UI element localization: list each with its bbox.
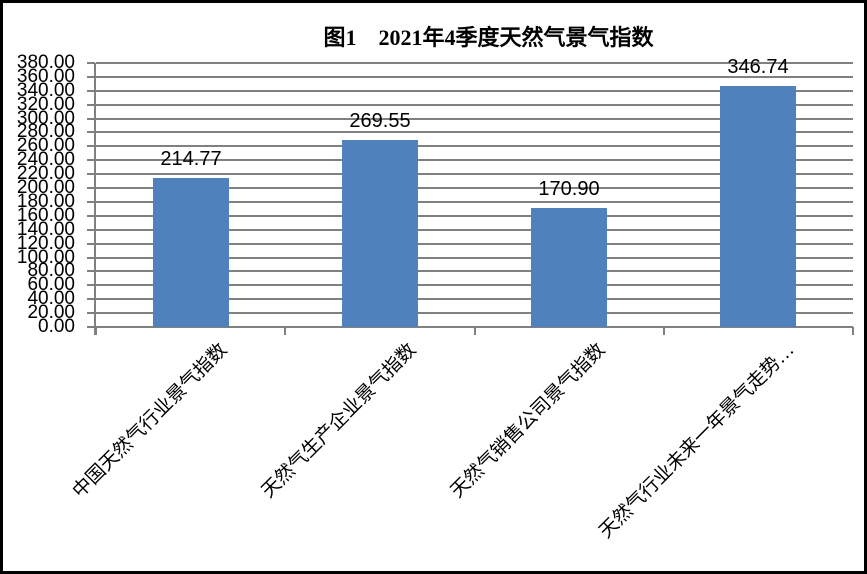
y-axis-tick <box>87 312 95 314</box>
y-axis-label: 200.00 <box>16 177 75 198</box>
y-axis-tick <box>87 229 95 231</box>
x-axis-tick <box>474 327 476 335</box>
bar <box>720 86 796 327</box>
y-axis-label: 260.00 <box>16 135 75 156</box>
y-axis-label: 220.00 <box>16 163 75 184</box>
y-axis-label: 380.00 <box>16 52 75 73</box>
x-axis-label: 天然气销售公司景气指数 <box>446 339 610 503</box>
bar-value-label: 269.55 <box>349 110 411 132</box>
y-axis-tick <box>87 62 95 64</box>
gridline <box>96 270 853 272</box>
y-axis-label: 280.00 <box>16 121 75 142</box>
y-axis-label: 300.00 <box>16 108 75 129</box>
y-axis-label: 180.00 <box>16 191 75 212</box>
bar <box>531 208 607 327</box>
bar <box>342 140 418 327</box>
y-axis-label: 0.00 <box>38 316 75 337</box>
gridline <box>96 159 853 161</box>
gridline <box>96 215 853 217</box>
y-axis-tick <box>87 76 95 78</box>
y-axis-tick <box>87 298 95 300</box>
gridline <box>96 187 853 189</box>
x-axis-label: 中国天然气行业景气指数 <box>68 339 232 503</box>
y-axis-tick <box>87 145 95 147</box>
x-axis-tick <box>284 327 286 335</box>
y-axis-label: 320.00 <box>16 94 75 115</box>
x-axis-label: 天然气生产企业景气指数 <box>257 339 421 503</box>
gridline <box>96 257 853 259</box>
y-axis-tick <box>87 131 95 133</box>
gridline <box>96 104 853 106</box>
bar-value-label: 214.77 <box>160 148 222 170</box>
gridline <box>96 201 853 203</box>
y-axis-tick <box>87 104 95 106</box>
y-axis-tick <box>87 173 95 175</box>
y-axis-tick <box>87 257 95 259</box>
gridline <box>96 131 853 133</box>
y-axis-label: 100.00 <box>16 247 75 268</box>
x-axis-tick <box>663 327 665 335</box>
y-axis-label: 20.00 <box>27 302 75 323</box>
x-axis-tick <box>852 327 854 335</box>
gridline <box>96 145 853 147</box>
gridline <box>96 118 853 120</box>
y-axis-tick <box>87 159 95 161</box>
gridline <box>96 173 853 175</box>
y-axis-label: 60.00 <box>27 274 75 295</box>
y-axis-label: 40.00 <box>27 288 75 309</box>
gridline <box>96 229 853 231</box>
y-axis-tick <box>87 326 95 328</box>
y-axis-label: 240.00 <box>16 149 75 170</box>
y-axis-label: 120.00 <box>16 233 75 254</box>
gridline <box>96 76 853 78</box>
x-axis-tick <box>95 327 97 335</box>
y-axis-tick <box>87 90 95 92</box>
gridline <box>96 284 853 286</box>
y-axis-label: 140.00 <box>16 219 75 240</box>
bar <box>153 178 229 327</box>
y-axis-label: 80.00 <box>27 260 75 281</box>
y-axis-label: 340.00 <box>16 80 75 101</box>
gridline <box>96 62 853 64</box>
y-axis-tick <box>87 187 95 189</box>
chart-title: 图1 2021年4季度天然气景气指数 <box>323 25 654 50</box>
gridline <box>96 298 853 300</box>
y-axis-label: 160.00 <box>16 205 75 226</box>
gridline <box>96 243 853 245</box>
gridline <box>96 312 853 314</box>
gridline <box>96 90 853 92</box>
bar-value-label: 346.74 <box>727 56 789 78</box>
y-axis-tick <box>87 270 95 272</box>
y-axis-tick <box>87 215 95 217</box>
y-axis-tick <box>87 243 95 245</box>
x-axis-label: 天然气行业未来一年景气走势… <box>595 339 799 543</box>
y-axis-label: 360.00 <box>16 66 75 87</box>
y-axis-tick <box>87 118 95 120</box>
bar-value-label: 170.90 <box>538 178 600 200</box>
y-axis-tick <box>87 284 95 286</box>
y-axis-line <box>94 63 96 335</box>
y-axis-tick <box>87 201 95 203</box>
